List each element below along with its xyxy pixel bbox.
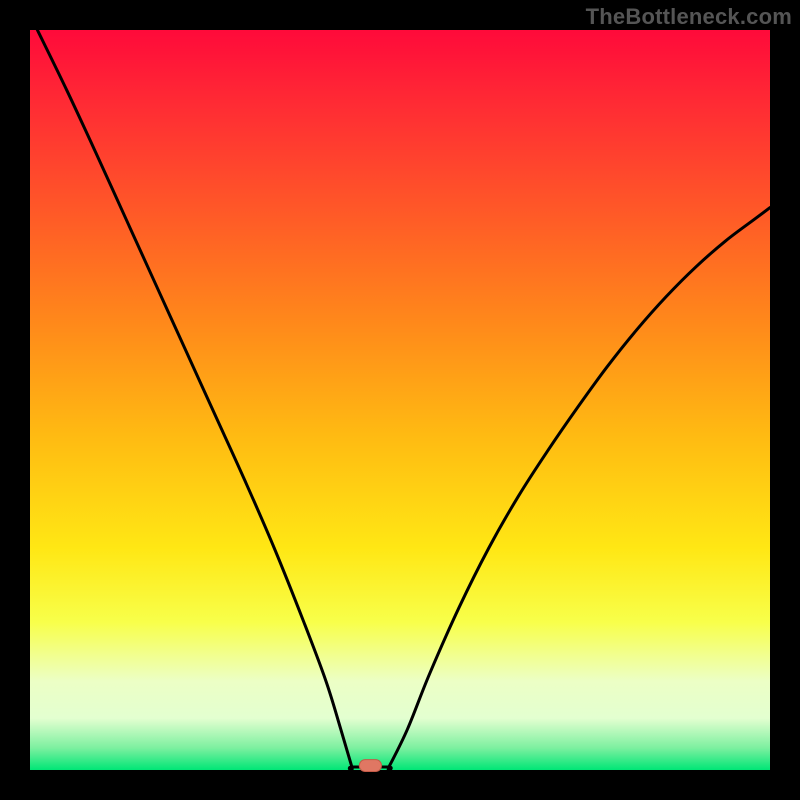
minimum-marker <box>359 760 381 772</box>
chart-svg <box>0 0 800 800</box>
plot-area <box>30 30 770 770</box>
chart-stage: TheBottleneck.com <box>0 0 800 800</box>
